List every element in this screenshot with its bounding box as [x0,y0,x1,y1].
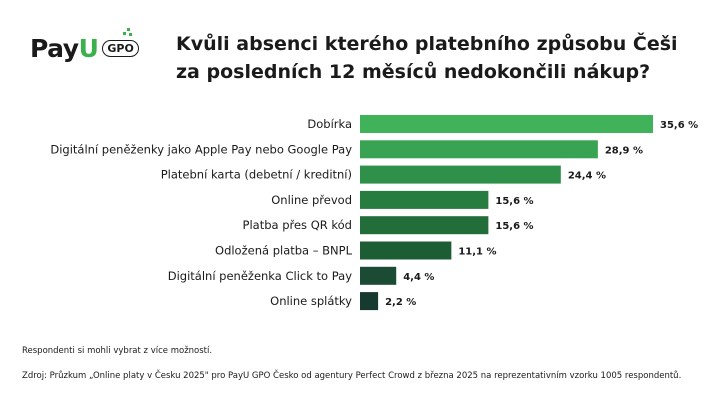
category-label: Odložená platba – BNPL [215,244,353,258]
bar [360,140,598,159]
value-label: 4,4 % [403,272,434,283]
value-label: 15,6 % [495,196,533,207]
value-label: 2,2 % [385,297,416,308]
value-label: 35,6 % [660,120,698,131]
category-label: Dobírka [307,117,352,131]
chart-title: Kvůli absenci kterého platebního způsobu… [176,30,696,86]
value-label: 15,6 % [495,221,533,232]
category-label: Online splátky [270,294,352,308]
category-label: Online převod [271,193,352,207]
payu-gpo-logo: Pay U GPO [30,28,139,63]
chart-title-line-2: za posledních 12 měsíců nedokončili náku… [176,61,651,83]
value-label: 11,1 % [458,247,496,258]
bar [360,190,489,209]
bar [360,165,561,184]
chart-title-line-1: Kvůli absenci kterého platebního způsobu… [176,33,678,55]
category-label: Platební karta (debetní / kreditní) [161,168,352,182]
respondents-note: Respondenti si mohli vybrat z více možno… [22,346,213,356]
logo-u-letter: U [78,34,99,63]
bar [360,241,452,260]
category-label: Platba přes QR kód [243,218,352,232]
bar [360,292,379,311]
bar [360,115,653,133]
bar [360,216,489,235]
logo-badge: GPO [102,40,139,57]
category-label: Digitální peněženka Click to Pay [168,269,352,283]
bar [360,266,397,285]
source-note: Zdroj: Průzkum „Online platy v Česku 202… [22,371,682,381]
category-label: Digitální peněženky jako Apple Pay nebo … [50,142,352,156]
logo-brand-text: Pay [30,34,79,63]
logo-spark-icon [123,28,132,36]
value-label: 24,4 % [568,171,606,182]
value-label: 28,9 % [605,145,643,156]
